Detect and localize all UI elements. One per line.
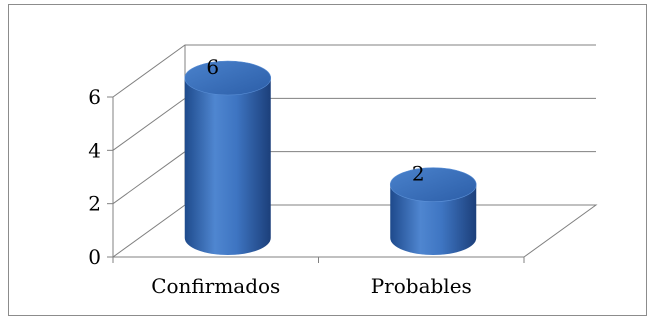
y-tick-label: 2 [88, 192, 101, 216]
data-label: 2 [412, 162, 425, 186]
y-tick-label: 6 [88, 85, 101, 109]
bar-top [184, 60, 272, 96]
category-label: Probables [371, 274, 472, 298]
bar-body [390, 184, 477, 255]
bars [184, 60, 477, 255]
x-category-labels: Confirmados Probables [151, 274, 472, 298]
data-labels: 62 [206, 55, 424, 186]
chart-frame [8, 4, 647, 316]
y-tick-labels: 0 2 4 6 [88, 85, 101, 269]
bar-body [184, 78, 271, 255]
bar-top [389, 167, 477, 202]
category-label: Confirmados [151, 274, 280, 298]
data-label: 6 [206, 55, 219, 79]
y-tick-label: 4 [88, 138, 101, 162]
y-tick-label: 0 [88, 245, 101, 269]
bar-probables [389, 167, 477, 255]
axes [107, 45, 598, 263]
bar-confirmados [184, 60, 272, 255]
